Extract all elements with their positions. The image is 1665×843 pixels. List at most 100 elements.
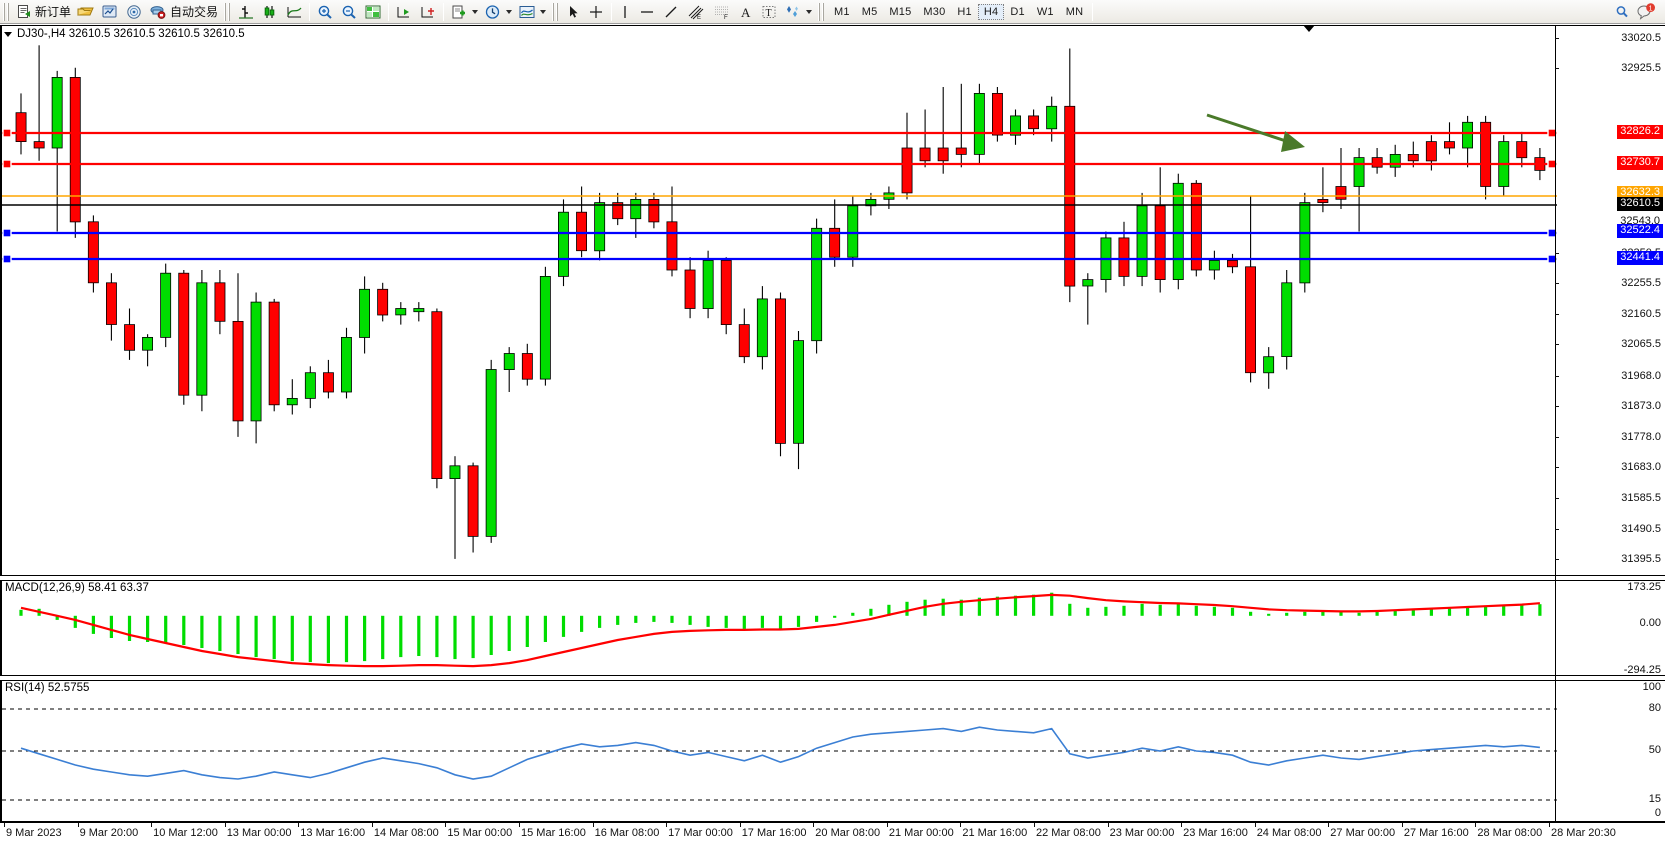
auto-trading-button[interactable]: 自动交易: [146, 2, 221, 22]
svg-text:E: E: [697, 15, 701, 20]
price-axis-tick: [1555, 283, 1559, 285]
tag-resistance-1[interactable]: 32826.2: [1617, 125, 1663, 139]
tag-support-2[interactable]: 32441.4: [1617, 251, 1663, 265]
market-watch-button[interactable]: [98, 2, 122, 22]
cursor-button[interactable]: [562, 2, 584, 22]
shapes-button[interactable]: [781, 2, 815, 22]
tag-resistance-2[interactable]: 32730.7: [1617, 156, 1663, 170]
market-watch-icon: [101, 4, 119, 20]
price-axis-tick: [1555, 37, 1559, 39]
tab-timeframe-m15[interactable]: M15: [889, 5, 912, 18]
rsi-label: RSI(14) 52.5755: [5, 682, 90, 694]
time-axis-label: 20 Mar 08:00: [815, 827, 881, 839]
notifications-button[interactable]: 1: [1633, 2, 1659, 22]
add-indicator-icon: [450, 4, 468, 20]
chevron-down-icon[interactable]: [4, 31, 12, 37]
tab-timeframe-m1[interactable]: M1: [834, 5, 850, 18]
toolbar-separator-5: [1092, 2, 1094, 21]
chart-title-bar[interactable]: DJ30-,H4 32610.5 32610.5 32610.5 32610.5: [4, 28, 245, 40]
line-chart-button[interactable]: [282, 2, 306, 22]
price-axis-line: [1555, 25, 1556, 822]
crosshair-button[interactable]: [584, 2, 608, 22]
trendline-button[interactable]: [659, 2, 683, 22]
equidistant-channel-button[interactable]: E: [683, 2, 709, 22]
trendline-icon: [662, 4, 680, 20]
time-axis[interactable]: 9 Mar 2023 9 Mar 20:00 10 Mar 12:00 13 Mar …: [0, 822, 1665, 843]
grid-icon: [364, 4, 382, 20]
tab-timeframe-d1[interactable]: D1: [1010, 5, 1025, 18]
chevron-down-icon[interactable]: [806, 9, 813, 14]
time-axis-tick: [151, 823, 153, 827]
price-axis-tick: [1555, 313, 1559, 315]
price-axis-label: 31873.0: [1621, 400, 1661, 413]
price-axis-tick: [1555, 375, 1559, 377]
chartshift-icon: [419, 4, 437, 20]
templates-button[interactable]: [515, 2, 549, 22]
time-axis-label: 15 Mar 16:00: [521, 827, 586, 839]
auto-scroll-button[interactable]: [392, 2, 416, 22]
bar-chart-button[interactable]: [234, 2, 258, 22]
new-order-button[interactable]: 新订单: [13, 2, 74, 22]
time-axis-tick: [1401, 823, 1403, 827]
zoom-out-icon: [340, 4, 358, 20]
price-axis-tick: [1555, 436, 1559, 438]
zoom-in-button[interactable]: [313, 2, 337, 22]
horizontal-line-button[interactable]: [635, 2, 659, 22]
profiles-button[interactable]: [74, 2, 98, 22]
price-chart-pane[interactable]: [0, 25, 1665, 576]
tab-timeframe-m5[interactable]: M5: [861, 5, 878, 18]
chevron-down-icon[interactable]: [506, 9, 513, 14]
add-indicator-button[interactable]: [447, 2, 481, 22]
text-box-button[interactable]: T: [757, 2, 781, 22]
bar-chart-icon: [237, 4, 255, 20]
tab-timeframe-w1[interactable]: W1: [1036, 5, 1054, 18]
tag-support-1[interactable]: 32522.4: [1617, 224, 1663, 238]
down-trend-arrow[interactable]: [1206, 113, 1305, 152]
time-axis-tick: [77, 823, 79, 827]
time-axis-label: 16 Mar 08:00: [594, 827, 660, 839]
candlestick-chart-button[interactable]: [258, 2, 282, 22]
shapes-icon: [784, 4, 802, 20]
fibonacci-icon: F: [712, 4, 732, 20]
pane-collapse-arrow[interactable]: [1303, 25, 1315, 32]
time-axis-tick: [813, 823, 815, 827]
time-axis-label: 14 Mar 08:00: [373, 827, 439, 839]
price-axis-label: 32255.5: [1621, 277, 1661, 290]
chart-shift-button[interactable]: [416, 2, 440, 22]
doc-icon: [16, 4, 32, 20]
zoom-out-button[interactable]: [337, 2, 361, 22]
tab-timeframe-h4[interactable]: H4: [977, 3, 1005, 20]
tag-pivot[interactable]: 32632.3: [1617, 186, 1663, 200]
rsi-axis-label-100: 100: [1642, 681, 1661, 693]
chevron-down-icon[interactable]: [540, 9, 547, 14]
rsi-pane[interactable]: [0, 680, 1665, 822]
periods-button[interactable]: [481, 2, 515, 22]
vertical-line-button[interactable]: [615, 2, 635, 22]
tab-timeframe-h1[interactable]: H1: [957, 5, 972, 18]
fibonacci-retracement-button[interactable]: F: [709, 2, 735, 22]
text-box-icon: T: [760, 4, 778, 20]
macd-histogram: [19, 592, 1542, 664]
toolbar-grip-4[interactable]: [818, 2, 826, 21]
radar-icon: [125, 4, 143, 20]
tile-windows-button[interactable]: [361, 2, 385, 22]
chevron-down-icon[interactable]: [472, 9, 479, 14]
price-chart-canvas[interactable]: [2, 26, 1665, 575]
price-axis[interactable]: 33020.532925.532350.532255.532160.532065…: [1555, 25, 1665, 843]
toolbar-grip-1[interactable]: [3, 2, 10, 21]
time-axis-tick: [445, 823, 447, 827]
toolbar-grip-2[interactable]: [224, 2, 232, 21]
clock-icon: [484, 4, 502, 20]
tab-timeframe-m30[interactable]: M30: [923, 5, 946, 18]
time-axis-tick: [1475, 823, 1477, 827]
time-axis-label: 9 Mar 2023: [6, 827, 62, 839]
text-label-button[interactable]: A: [735, 2, 757, 22]
main-toolbar: 新订单: [0, 0, 1665, 24]
rsi-axis-label-80: 80: [1648, 702, 1661, 714]
macd-pane[interactable]: [0, 580, 1665, 676]
toolbar-grip-3[interactable]: [552, 2, 560, 21]
search-button[interactable]: [1611, 2, 1633, 22]
tab-timeframe-mn[interactable]: MN: [1065, 5, 1084, 18]
data-window-button[interactable]: [122, 2, 146, 22]
